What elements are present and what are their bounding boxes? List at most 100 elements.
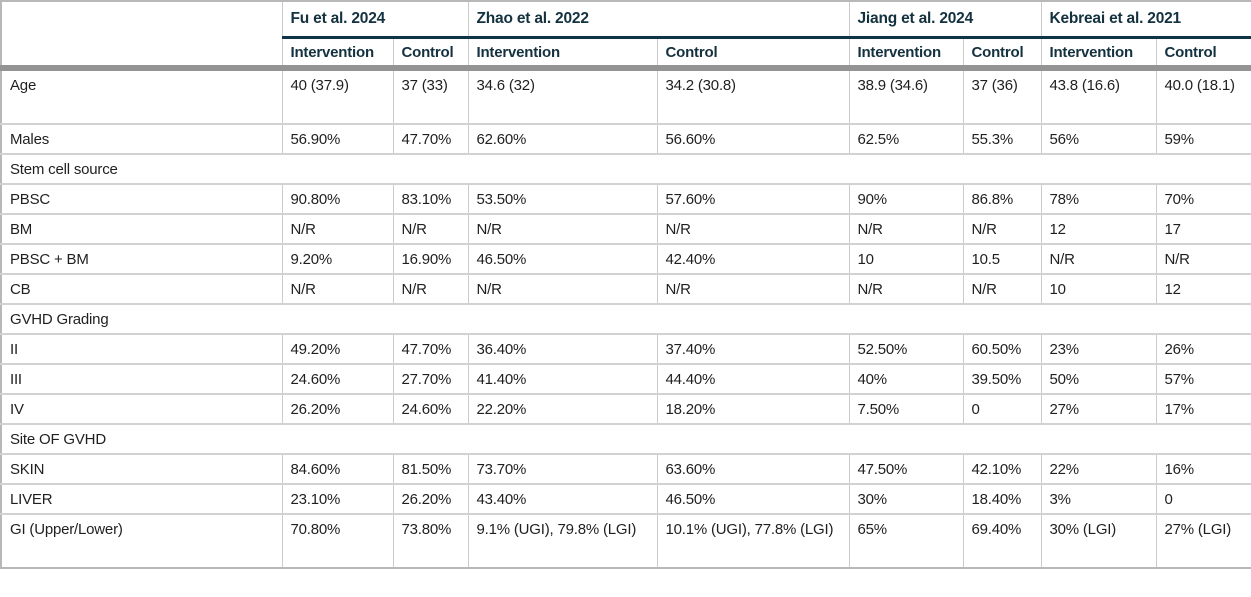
table-row: PBSC 90.80% 83.10% 53.50% 57.60% 90% 86.8% 78% 7…	[1, 182, 1251, 214]
value-cell: 39.50%	[962, 362, 1041, 394]
value-cell: 55.3%	[962, 122, 1041, 154]
value-cell: 57%	[1155, 362, 1251, 394]
value-cell: 40.0 (18.1)	[1155, 66, 1251, 124]
corner-cell	[1, 1, 282, 37]
arm-header: Intervention	[848, 37, 963, 71]
value-cell: 27.70%	[392, 362, 468, 394]
section-label: GVHD Grading	[1, 302, 1251, 334]
value-cell: 47.70%	[392, 122, 468, 154]
value-cell: 70.80%	[281, 512, 393, 568]
value-cell: 12	[1040, 212, 1156, 244]
value-cell: 26.20%	[392, 482, 468, 514]
value-cell: N/R	[848, 272, 963, 304]
row-label: Age	[1, 66, 282, 124]
value-cell: N/R	[1040, 242, 1156, 274]
table-row: Age 40 (37.9) 37 (33) 34.6 (32) 34.2 (30.8) 3…	[1, 66, 1251, 124]
table-row: II 49.20% 47.70% 36.40% 37.40% 52.50% 60.50% 23…	[1, 332, 1251, 364]
value-cell: 17	[1155, 212, 1251, 244]
study-header-row: Fu et al. 2024 Zhao et al. 2022 Jiang et…	[1, 1, 1251, 39]
value-cell: N/R	[467, 212, 657, 244]
value-cell: 46.50%	[656, 482, 849, 514]
table-row: GI (Upper/Lower) 70.80% 73.80% 9.1% (UGI), …	[1, 512, 1251, 568]
value-cell: 47.70%	[392, 332, 468, 364]
row-label: LIVER	[1, 482, 282, 514]
value-cell: 24.60%	[392, 392, 468, 424]
value-cell: 46.50%	[467, 242, 657, 274]
studies-comparison-table: Fu et al. 2024 Zhao et al. 2022 Jiang et…	[0, 0, 1251, 569]
value-cell: N/R	[1155, 242, 1251, 274]
value-cell: 0	[962, 392, 1041, 424]
value-cell: 17%	[1155, 392, 1251, 424]
value-cell: 57.60%	[656, 182, 849, 214]
value-cell: 30% (LGI)	[1040, 512, 1156, 568]
value-cell: 73.80%	[392, 512, 468, 568]
value-cell: 27%	[1040, 392, 1156, 424]
value-cell: 59%	[1155, 122, 1251, 154]
value-cell: 86.8%	[962, 182, 1041, 214]
corner-cell	[1, 37, 282, 71]
value-cell: N/R	[962, 212, 1041, 244]
arm-header-row: Intervention Control Intervention Contro…	[1, 37, 1251, 71]
value-cell: N/R	[281, 212, 393, 244]
value-cell: N/R	[392, 272, 468, 304]
value-cell: 78%	[1040, 182, 1156, 214]
value-cell: 43.8 (16.6)	[1040, 66, 1156, 124]
value-cell: 84.60%	[281, 452, 393, 484]
value-cell: 23%	[1040, 332, 1156, 364]
table-row: IV 26.20% 24.60% 22.20% 18.20% 7.50% 0 27% 17%	[1, 392, 1251, 424]
row-label: III	[1, 362, 282, 394]
value-cell: 56.90%	[281, 122, 393, 154]
section-row: Site OF GVHD	[1, 422, 1251, 454]
value-cell: 37 (36)	[962, 66, 1041, 124]
value-cell: N/R	[392, 212, 468, 244]
arm-header: Intervention	[467, 37, 657, 71]
value-cell: N/R	[848, 212, 963, 244]
value-cell: 9.1% (UGI), 79.8% (LGI)	[467, 512, 657, 568]
value-cell: 49.20%	[281, 332, 393, 364]
value-cell: 65%	[848, 512, 963, 568]
study-header-fu: Fu et al. 2024	[281, 1, 468, 39]
value-cell: 9.20%	[281, 242, 393, 274]
value-cell: 18.20%	[656, 392, 849, 424]
value-cell: 10	[848, 242, 963, 274]
arm-header: Control	[1155, 37, 1251, 71]
value-cell: N/R	[656, 272, 849, 304]
value-cell: 37.40%	[656, 332, 849, 364]
value-cell: 63.60%	[656, 452, 849, 484]
row-label: II	[1, 332, 282, 364]
value-cell: 10.5	[962, 242, 1041, 274]
value-cell: 34.6 (32)	[467, 66, 657, 124]
value-cell: 22%	[1040, 452, 1156, 484]
value-cell: 62.5%	[848, 122, 963, 154]
value-cell: 52.50%	[848, 332, 963, 364]
value-cell: N/R	[467, 272, 657, 304]
value-cell: 40 (37.9)	[281, 66, 393, 124]
value-cell: 7.50%	[848, 392, 963, 424]
row-label: PBSC + BM	[1, 242, 282, 274]
value-cell: 53.50%	[467, 182, 657, 214]
value-cell: 12	[1155, 272, 1251, 304]
value-cell: 30%	[848, 482, 963, 514]
value-cell: 56%	[1040, 122, 1156, 154]
table-row: CB N/R N/R N/R N/R N/R N/R 10 12	[1, 272, 1251, 304]
value-cell: 41.40%	[467, 362, 657, 394]
arm-header: Control	[962, 37, 1041, 71]
value-cell: 22.20%	[467, 392, 657, 424]
value-cell: 26.20%	[281, 392, 393, 424]
section-row: Stem cell source	[1, 152, 1251, 184]
row-label: CB	[1, 272, 282, 304]
row-label: PBSC	[1, 182, 282, 214]
value-cell: 90%	[848, 182, 963, 214]
section-label: Site OF GVHD	[1, 422, 1251, 454]
section-row: GVHD Grading	[1, 302, 1251, 334]
value-cell: 83.10%	[392, 182, 468, 214]
value-cell: 69.40%	[962, 512, 1041, 568]
row-label: GI (Upper/Lower)	[1, 512, 282, 568]
studies-comparison-table-wrap: Fu et al. 2024 Zhao et al. 2022 Jiang et…	[0, 0, 1251, 569]
row-label: Males	[1, 122, 282, 154]
table-row: LIVER 23.10% 26.20% 43.40% 46.50% 30% 18.40% 3%…	[1, 482, 1251, 514]
value-cell: 3%	[1040, 482, 1156, 514]
table-body: Age 40 (37.9) 37 (33) 34.6 (32) 34.2 (30.8) 3…	[1, 66, 1251, 568]
value-cell: 34.2 (30.8)	[656, 66, 849, 124]
table-row: PBSC + BM 9.20% 16.90% 46.50% 42.40% 10 10.5 N/…	[1, 242, 1251, 274]
